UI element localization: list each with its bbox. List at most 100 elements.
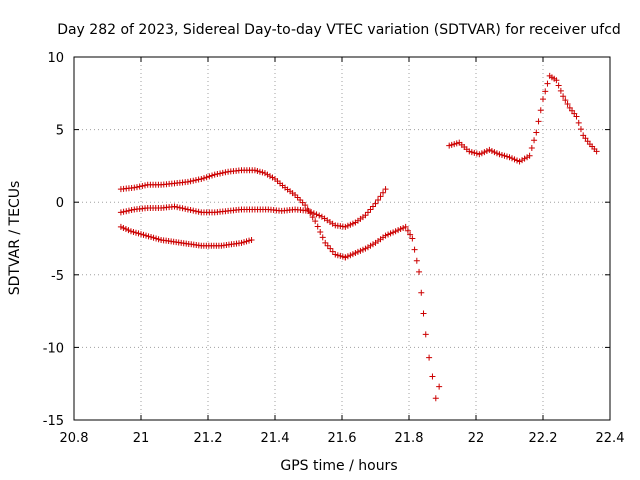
data-point: [206, 173, 213, 180]
data-point: [148, 234, 155, 241]
data-point: [256, 168, 263, 175]
grid-lines: [74, 57, 610, 420]
data-point: [123, 208, 130, 215]
data-point: [128, 207, 135, 214]
data-point: [332, 251, 339, 258]
y-tick-label: 5: [56, 124, 64, 139]
data-point: [359, 246, 366, 253]
data-point: [334, 252, 341, 259]
data-point: [313, 211, 320, 218]
data-point: [524, 154, 531, 161]
data-point: [246, 237, 253, 244]
data-point: [292, 191, 299, 198]
data-point: [357, 247, 364, 254]
data-point: [426, 354, 433, 361]
data-point: [395, 227, 402, 234]
data-point: [506, 154, 513, 161]
data-point: [577, 126, 584, 133]
x-tick-label: 22.2: [529, 431, 558, 446]
data-point: [516, 158, 523, 165]
data-point: [192, 177, 199, 184]
data-point: [251, 167, 258, 174]
data-point: [120, 208, 127, 215]
data-point: [535, 118, 542, 125]
data-point: [337, 252, 344, 259]
data-point: [483, 148, 490, 155]
series-late-track: [436, 72, 600, 390]
data-point: [387, 230, 394, 237]
data-point: [214, 171, 221, 178]
data-point: [471, 149, 478, 156]
data-point: [187, 178, 194, 185]
data-point: [135, 230, 142, 237]
x-tick-label: 21.4: [261, 431, 290, 446]
data-point: [404, 227, 411, 234]
data-point: [501, 152, 508, 159]
data-point: [555, 82, 562, 89]
data-point: [364, 209, 371, 216]
data-point: [145, 233, 152, 240]
data-point: [481, 149, 488, 156]
data-point: [339, 253, 346, 260]
data-point: [203, 174, 210, 181]
data-point: [369, 203, 376, 210]
data-point: [294, 194, 301, 201]
data-point: [192, 208, 199, 215]
data-point: [184, 206, 191, 213]
data-point: [266, 173, 273, 180]
x-tick-label: 22.4: [596, 431, 625, 446]
data-point: [448, 141, 455, 148]
data-point: [397, 226, 404, 233]
data-point: [174, 204, 181, 211]
data-point: [519, 157, 526, 164]
data-point: [451, 141, 458, 148]
data-point: [308, 209, 315, 216]
data-point: [329, 248, 336, 255]
data-point: [382, 186, 389, 193]
data-point: [491, 149, 498, 156]
data-point: [190, 207, 197, 214]
x-tick-label: 21.8: [395, 431, 424, 446]
data-point: [511, 156, 518, 163]
y-tick-labels: -15 -10 -5 0 5 10: [43, 51, 64, 429]
data-point: [259, 169, 266, 176]
data-point: [211, 171, 218, 178]
y-tick-label: -10: [43, 341, 64, 356]
x-tick-label: 21.6: [328, 431, 357, 446]
data-point: [496, 151, 503, 158]
data-point: [446, 142, 453, 149]
data-point: [347, 221, 354, 228]
data-point: [347, 252, 354, 259]
data-point: [593, 148, 600, 155]
data-point: [367, 242, 374, 249]
data-point: [184, 178, 191, 185]
y-tick-label: 0: [56, 196, 64, 211]
data-point: [349, 220, 356, 227]
data-point: [372, 200, 379, 207]
data-point: [195, 176, 202, 183]
data-point: [420, 310, 427, 317]
data-point: [130, 228, 137, 235]
data-point: [153, 235, 160, 242]
data-point: [139, 182, 146, 189]
data-point: [342, 223, 349, 230]
data-point: [382, 232, 389, 239]
data-point: [171, 203, 178, 210]
data-point: [324, 242, 331, 249]
y-tick-label: -5: [51, 269, 64, 284]
data-point: [305, 207, 312, 214]
data-point: [533, 129, 540, 136]
x-tick-label: 21: [133, 431, 150, 446]
data-point: [531, 137, 538, 144]
data-point: [349, 251, 356, 258]
y-tick-label: -15: [43, 414, 64, 429]
data-point: [261, 170, 268, 177]
data-point: [254, 167, 261, 174]
data-point: [453, 140, 460, 147]
data-point: [422, 331, 429, 338]
data-point: [222, 169, 229, 176]
data-point: [322, 239, 329, 246]
data-point: [493, 150, 500, 157]
data-point: [198, 175, 205, 182]
